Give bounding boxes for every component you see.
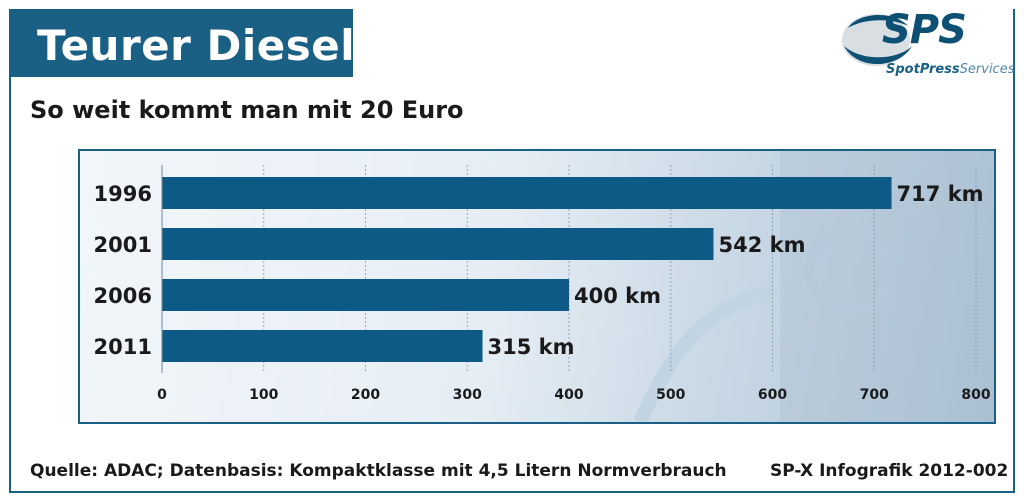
- credit-note: SP-X Infografik 2012-002: [770, 461, 1009, 481]
- chart-panel: 717 km 542 km 400 km 315 km 0 100 200 300 400 50…: [78, 149, 996, 424]
- data-label: 315 km: [488, 335, 575, 359]
- logo-wordmark: SpotPressServices: [886, 62, 1014, 77]
- bar-chart: 717 km 542 km 400 km 315 km 0 100 200 300 400 50…: [94, 151, 994, 422]
- x-tick-label: 200: [351, 387, 380, 403]
- logo-mark: SPS: [882, 7, 967, 53]
- x-tick-label: 300: [453, 387, 482, 403]
- y-category-label: 2011: [94, 335, 152, 359]
- x-tick-label: 100: [249, 387, 278, 403]
- logo-text-a: SpotPress: [886, 62, 960, 77]
- title-banner: Teurer Diesel: [9, 9, 356, 77]
- x-tick-label: 600: [758, 387, 787, 403]
- y-category-label: 2001: [94, 233, 152, 257]
- source-note: Quelle: ADAC; Datenbasis: Kompaktklasse …: [30, 461, 727, 481]
- data-label: 717 km: [897, 182, 984, 206]
- chart-subtitle: So weit kommt man mit 20 Euro: [30, 96, 464, 124]
- bar: [162, 330, 483, 362]
- page-title: Teurer Diesel: [37, 21, 356, 70]
- sps-swoosh-logo-icon: [842, 14, 912, 66]
- x-tick-label: 0: [157, 387, 167, 403]
- bar: [162, 228, 714, 260]
- logo-text-b: Services: [959, 62, 1015, 77]
- x-tick-label: 500: [656, 387, 685, 403]
- y-category-label: 1996: [94, 182, 152, 206]
- x-tick-label: 400: [554, 387, 583, 403]
- x-tick-label: 700: [860, 387, 889, 403]
- y-category-label: 2006: [94, 284, 152, 308]
- bar: [162, 177, 892, 209]
- bars: 717 km 542 km 400 km 315 km: [162, 177, 984, 362]
- data-label: 542 km: [718, 233, 805, 257]
- data-label: 400 km: [574, 284, 661, 308]
- x-axis: 0 100 200 300 400 500 600 700 800 1996 2001 2006 201…: [94, 165, 991, 403]
- x-tick-label: 800: [961, 387, 990, 403]
- bar: [162, 279, 569, 311]
- infographic-frame: [9, 9, 1015, 493]
